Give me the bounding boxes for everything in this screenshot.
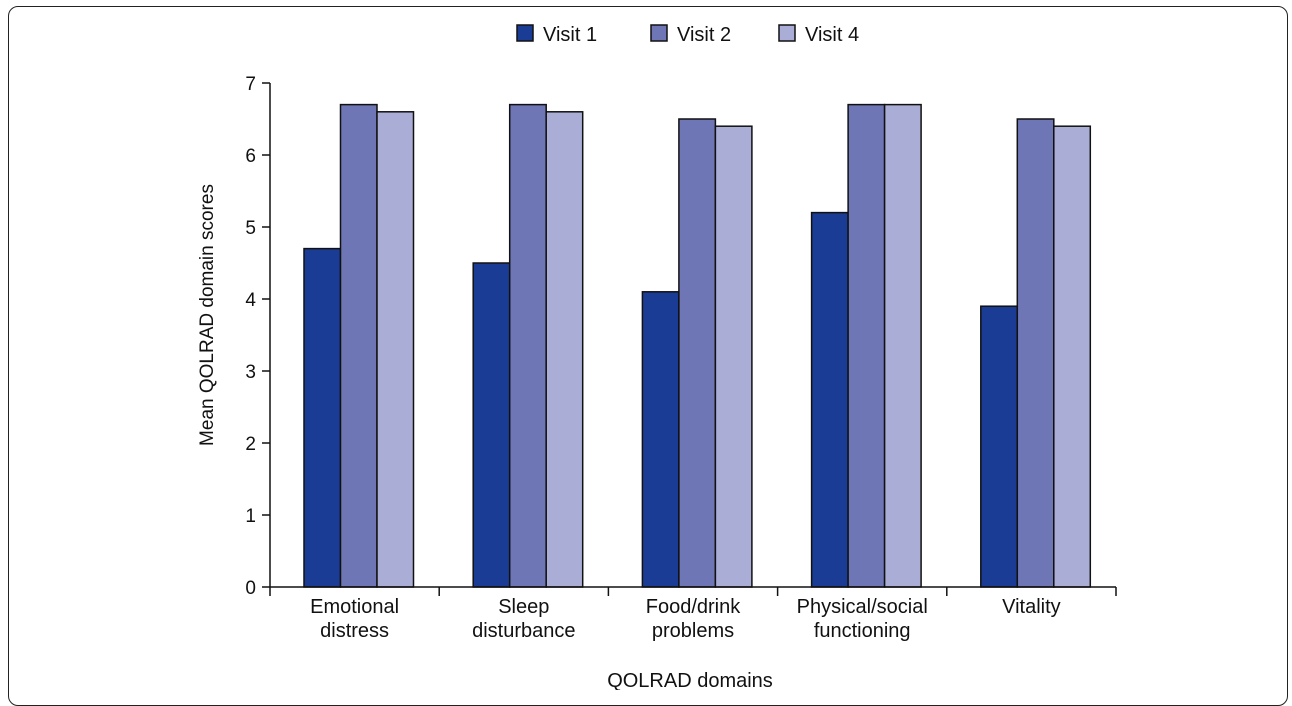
bar-visit-4-0 (376, 111, 415, 588)
legend: Visit 1 Visit 2 Visit 4 (516, 24, 859, 46)
bar-visit-2-3 (847, 103, 886, 588)
bar-visit-1-0 (303, 247, 342, 588)
legend-swatch-visit-1 (516, 24, 534, 42)
bar-visit-4-1 (545, 111, 584, 588)
bar-visit-4-2 (714, 125, 753, 588)
x-axis-label: QOLRAD domains (607, 670, 773, 690)
y-tick-label: 4 (245, 290, 256, 311)
legend-swatch-visit-4 (778, 24, 796, 42)
bar-visit-1-1 (472, 262, 511, 588)
y-tick-label: 0 (245, 578, 256, 599)
bar-visit-2-1 (508, 103, 547, 588)
legend-label: Visit 2 (677, 24, 731, 46)
bar-visit-1-4 (980, 305, 1019, 588)
bars (303, 103, 1092, 588)
y-tick-label: 1 (245, 506, 256, 527)
bar-visit-2-4 (1016, 118, 1055, 588)
y-tick-label: 2 (245, 434, 256, 455)
axes: 0 1 2 3 4 5 6 7 Emotional distress Sleep disturbanc… (245, 74, 1117, 642)
y-tick-label: 7 (245, 74, 256, 95)
bar-visit-2-2 (678, 118, 717, 588)
bar-visit-2-0 (339, 103, 378, 588)
x-tick-label: Emotional distress (310, 596, 399, 642)
bar-visit-4-4 (1053, 125, 1092, 588)
y-tick-label: 6 (245, 146, 256, 167)
legend-label: Visit 4 (805, 24, 859, 46)
bar-visit-1-3 (810, 211, 849, 588)
bar-visit-4-3 (883, 103, 922, 588)
legend-swatch-visit-2 (650, 24, 668, 42)
y-tick-label: 5 (245, 218, 256, 239)
x-tick-label: Vitality (1002, 596, 1061, 618)
legend-label: Visit 1 (543, 24, 597, 46)
bar-visit-1-2 (641, 291, 680, 588)
y-axis-label: Mean QOLRAD domain scores (197, 184, 218, 446)
y-tick-label: 3 (245, 362, 256, 383)
x-tick-label: Food/drink problems (646, 596, 741, 642)
x-tick-label: Sleep disturbance (472, 596, 575, 642)
bar-chart: Visit 1 Visit 2 Visit 4 0 1 2 3 4 5 6 7 Emotional d… (197, 24, 1117, 690)
x-tick-label: Physical/social functioning (797, 596, 928, 642)
